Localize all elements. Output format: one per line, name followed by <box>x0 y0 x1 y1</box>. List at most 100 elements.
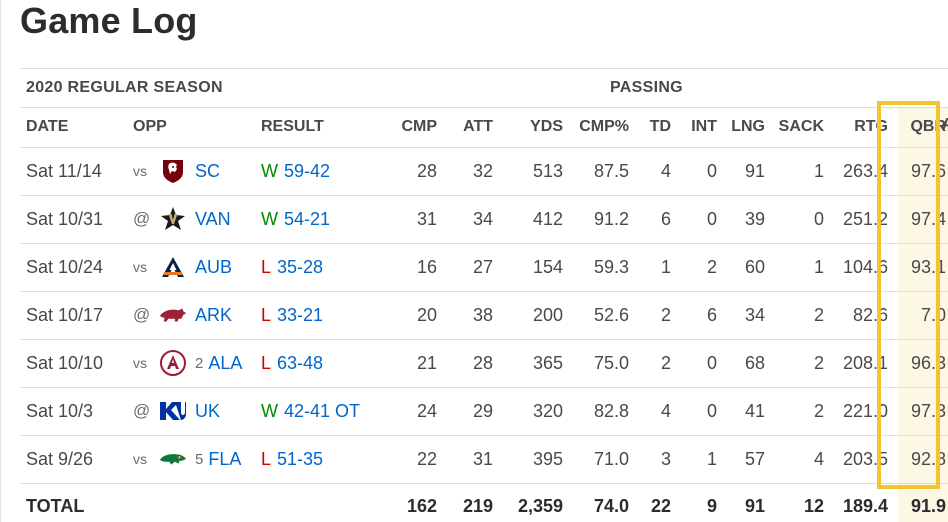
opponent-link[interactable]: AUB <box>195 256 233 277</box>
stat-lng: 39 <box>727 195 775 244</box>
game-log-table: 2020 REGULAR SEASON PASSING DATE OPP RES… <box>20 69 948 522</box>
col-header-att[interactable]: ATT <box>447 107 503 148</box>
stat-rtg: 104.6 <box>834 243 898 292</box>
stat-cmp-pct: 71.0 <box>573 435 639 484</box>
arkansas-razorbacks-logo[interactable] <box>159 301 187 329</box>
stat-td: 2 <box>639 291 681 340</box>
stat-cmp: 31 <box>377 195 447 244</box>
col-header-int[interactable]: INT <box>681 107 727 148</box>
result-cell: W 59-42 <box>255 147 377 196</box>
home-away-indicator: @ <box>133 209 151 228</box>
auburn-tigers-logo[interactable] <box>159 253 187 281</box>
page-left-border <box>0 0 1 522</box>
total-att: 219 <box>462 495 493 516</box>
stat-sack: 2 <box>775 339 834 388</box>
game-rows: Sat 11/14 vs SC W 59-42 28 32 513 87.5 4 0 91 1 263.4… <box>20 147 948 484</box>
vanderbilt-commodores-logo[interactable] <box>159 205 187 233</box>
stat-td: 6 <box>639 195 681 244</box>
total-row: TOTAL 162 219 2,359 74.0 22 9 91 12 189.… <box>20 483 948 522</box>
total-td: 22 <box>650 495 671 516</box>
stat-cmp-pct: 75.0 <box>573 339 639 388</box>
table-row: Sat 10/3 @ UK W 42-41 OT 24 29 320 82.8 4 0 41 2 221.… <box>20 387 948 436</box>
stat-cmp-pct: 52.6 <box>573 291 639 340</box>
stat-cmp: 22 <box>377 435 447 484</box>
table-row: Sat 10/24 vs AUB L 35-28 16 27 154 59.3 1 2 60 1 104.… <box>20 243 948 292</box>
game-score-link[interactable]: 42-41 OT <box>284 400 361 421</box>
total-cmp: 162 <box>406 495 437 516</box>
passing-group-label: PASSING <box>377 69 948 108</box>
stat-int: 1 <box>681 435 727 484</box>
stat-att: 32 <box>447 147 503 196</box>
col-header-rtg[interactable]: RTG <box>834 107 898 148</box>
south-carolina-gamecocks-logo[interactable] <box>159 157 187 185</box>
col-header-cmp-pct[interactable]: CMP% <box>573 107 639 148</box>
opponent-link[interactable]: FLA <box>208 448 242 469</box>
stat-rtg: 251.2 <box>834 195 898 244</box>
stat-int: 2 <box>681 243 727 292</box>
opponent-cell: vs SC <box>127 147 255 196</box>
opponent-cell: vs AUB <box>127 243 255 292</box>
opponent-link[interactable]: ALA <box>208 352 243 373</box>
total-yds: 2,359 <box>517 495 563 516</box>
stat-att: 38 <box>447 291 503 340</box>
stat-sack: 1 <box>775 243 834 292</box>
game-score-link[interactable]: 33-21 <box>277 304 324 325</box>
game-score-link[interactable]: 59-42 <box>284 160 331 181</box>
stat-cmp-pct: 91.2 <box>573 195 639 244</box>
column-header-row: DATE OPP RESULT CMP ATT YDS CMP% TD INT … <box>20 107 948 148</box>
opponent-cell: vs 2 ALA <box>127 339 255 388</box>
col-header-td[interactable]: TD <box>639 107 681 148</box>
page-title: Game Log <box>20 0 198 41</box>
home-away-indicator: @ <box>133 305 151 324</box>
alabama-crimson-tide-logo[interactable] <box>159 349 187 377</box>
game-score-link[interactable]: 35-28 <box>277 256 324 277</box>
kentucky-wildcats-logo[interactable] <box>159 397 187 425</box>
opponent-link[interactable]: VAN <box>195 208 231 229</box>
game-date: Sat 11/14 <box>20 147 127 196</box>
stat-sack: 2 <box>775 291 834 340</box>
column-group-header-row: 2020 REGULAR SEASON PASSING <box>20 69 948 108</box>
stat-att: 31 <box>447 435 503 484</box>
stat-lng: 41 <box>727 387 775 436</box>
stat-cmp-pct: 82.8 <box>573 387 639 436</box>
col-header-lng[interactable]: LNG <box>727 107 775 148</box>
game-score-link[interactable]: 54-21 <box>284 208 331 229</box>
game-score-link[interactable]: 51-35 <box>277 448 324 469</box>
game-date: Sat 10/10 <box>20 339 127 388</box>
stat-cmp-pct: 59.3 <box>573 243 639 292</box>
col-header-result[interactable]: RESULT <box>255 107 377 148</box>
col-header-opp[interactable]: OPP <box>127 107 255 148</box>
game-date: Sat 10/3 <box>20 387 127 436</box>
game-score-link[interactable]: 63-48 <box>277 352 324 373</box>
result-cell: L 51-35 <box>255 435 377 484</box>
total-label: TOTAL <box>26 495 85 516</box>
opponent-link[interactable]: SC <box>195 160 221 181</box>
stat-cmp: 28 <box>377 147 447 196</box>
opponent-link[interactable]: UK <box>195 400 221 421</box>
stat-sack: 2 <box>775 387 834 436</box>
col-header-sack[interactable]: SACK <box>775 107 834 148</box>
stat-rtg: 203.5 <box>834 435 898 484</box>
stat-lng: 60 <box>727 243 775 292</box>
col-header-yds[interactable]: YDS <box>503 107 573 148</box>
stat-cmp: 24 <box>377 387 447 436</box>
stat-int: 0 <box>681 147 727 196</box>
col-header-cmp[interactable]: CMP <box>377 107 447 148</box>
home-away-indicator: vs <box>133 259 147 275</box>
stat-sack: 4 <box>775 435 834 484</box>
stat-yds: 412 <box>503 195 573 244</box>
florida-gators-logo[interactable] <box>159 445 187 473</box>
stat-int: 0 <box>681 195 727 244</box>
col-header-date[interactable]: DATE <box>20 107 127 148</box>
stat-td: 1 <box>639 243 681 292</box>
opponent-link[interactable]: ARK <box>195 304 233 325</box>
stat-lng: 34 <box>727 291 775 340</box>
stat-att: 28 <box>447 339 503 388</box>
stat-yds: 320 <box>503 387 573 436</box>
total-lng: 91 <box>744 495 765 516</box>
game-date: Sat 10/17 <box>20 291 127 340</box>
table-row: Sat 10/10 vs 2 ALA L 63-48 21 28 365 75.0 2 0 68 2 208… <box>20 339 948 388</box>
table-row: Sat 10/31 @ VAN W 54-21 31 34 412 91.2 6 0 39 0 251.2… <box>20 195 948 244</box>
win-loss-indicator: W <box>261 208 278 229</box>
stat-rtg: 221.0 <box>834 387 898 436</box>
